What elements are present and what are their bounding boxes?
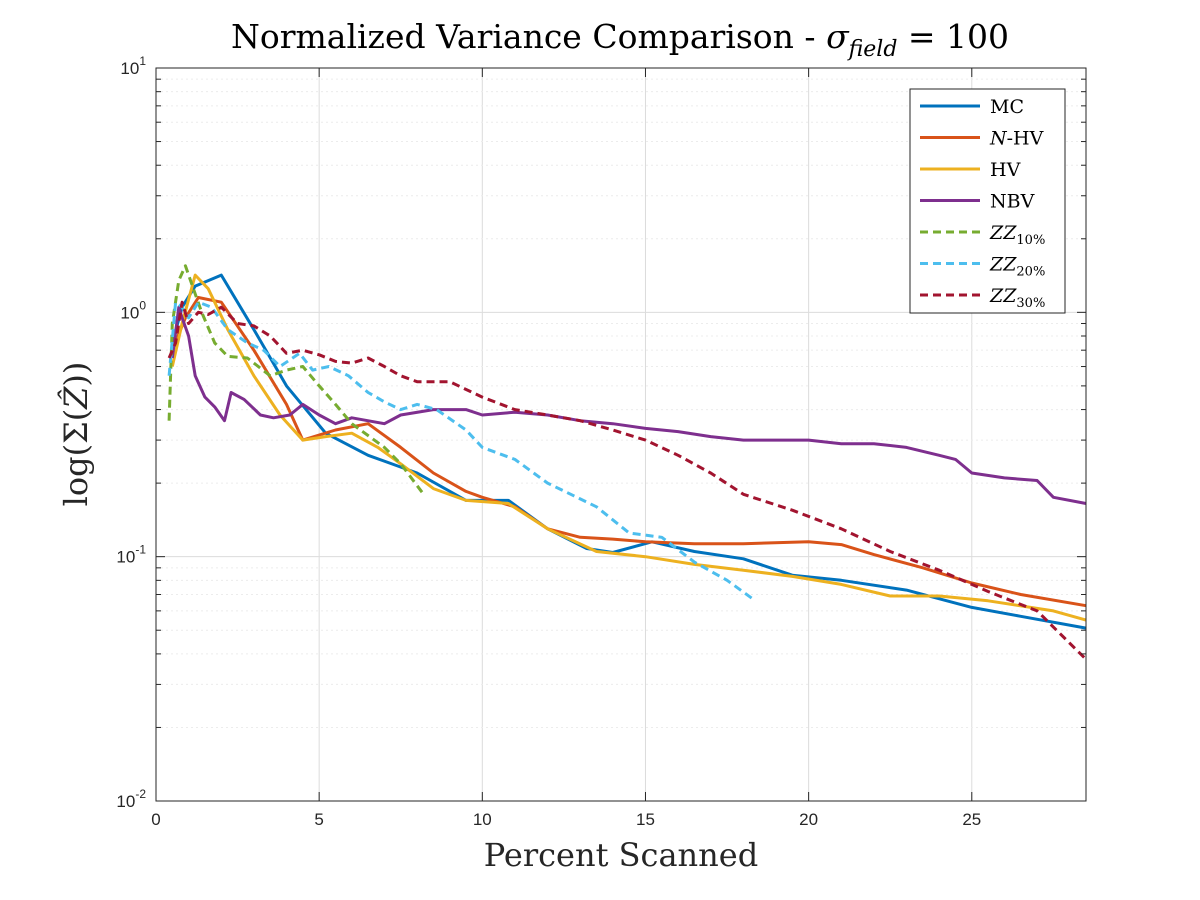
y-tick-label-base: 10	[120, 303, 139, 322]
legend-entry: HV	[990, 159, 1021, 181]
y-tick-label: 10-2	[116, 787, 146, 811]
y-tick-label: 10-1	[116, 543, 146, 567]
chart-title-sigma: σ	[826, 17, 850, 56]
legend-entry-main: N	[989, 128, 1008, 150]
series-line-zz-30	[167, 300, 1088, 661]
legend-entry-suffix: -HV	[1007, 128, 1044, 150]
chart-title-subscript: field	[847, 37, 898, 62]
y-tick-label-exponent: 1	[139, 54, 146, 68]
series-line-hv	[170, 273, 1087, 622]
x-tick-label: 5	[314, 810, 323, 829]
y-axis-label-z: Ẑ	[57, 386, 95, 410]
legend-entry-main: NBV	[990, 191, 1035, 213]
tick-layer	[155, 67, 1086, 802]
legend-entry-main: HV	[990, 159, 1021, 181]
legend-entry: ZZ10%	[989, 222, 1045, 248]
chart-title: Normalized Variance Comparison - σfield …	[231, 17, 1009, 62]
legend-entry-main: ZZ	[989, 254, 1017, 276]
y-tick-label: 101	[120, 54, 146, 78]
x-axis-label: Percent Scanned	[484, 836, 758, 874]
x-tick-label: 25	[962, 810, 981, 829]
legend-entry: NBV	[990, 191, 1035, 213]
x-tick-label: 0	[151, 810, 160, 829]
legend-entry-main: MC	[990, 96, 1024, 118]
legend-entry-subscript: 30%	[1016, 296, 1045, 311]
y-axis-label: log(Σ(Ẑ))	[57, 362, 95, 507]
chart-title-main: Normalized Variance Comparison -	[231, 17, 826, 56]
y-tick-label-exponent: -2	[135, 787, 146, 801]
legend-entry-main: ZZ	[989, 222, 1017, 244]
legend-entry: ZZ30%	[989, 285, 1045, 311]
y-tick-label: 100	[120, 298, 146, 322]
plot-frame	[155, 67, 1087, 802]
y-tick-label-exponent: 0	[139, 298, 146, 312]
legend-entry-subscript: 20%	[1016, 265, 1045, 280]
x-tick-label: 10	[473, 810, 492, 829]
series-line-nbv	[170, 305, 1087, 505]
y-tick-label-base: 10	[116, 548, 135, 567]
y-tick-label-exponent: -1	[135, 543, 146, 557]
legend-entry-main: ZZ	[989, 285, 1017, 307]
x-tick-label: 15	[636, 810, 655, 829]
y-tick-label-base: 10	[116, 792, 135, 811]
y-axis-label-post: ))	[57, 362, 95, 387]
series-layer	[167, 264, 1088, 661]
legend-entry: MC	[990, 96, 1024, 118]
legend-entry-subscript: 10%	[1016, 233, 1045, 248]
legend-entry: N-HV	[989, 128, 1044, 150]
x-tick-label: 20	[799, 810, 818, 829]
series-line-zz-20	[167, 300, 755, 601]
chart-title-tail: = 100	[897, 17, 1009, 56]
y-tick-label-base: 10	[120, 59, 139, 78]
y-axis-label-pre: log(Σ(	[57, 409, 95, 507]
legend-entry: ZZ20%	[989, 254, 1045, 280]
series-line-zz-10	[167, 264, 425, 496]
